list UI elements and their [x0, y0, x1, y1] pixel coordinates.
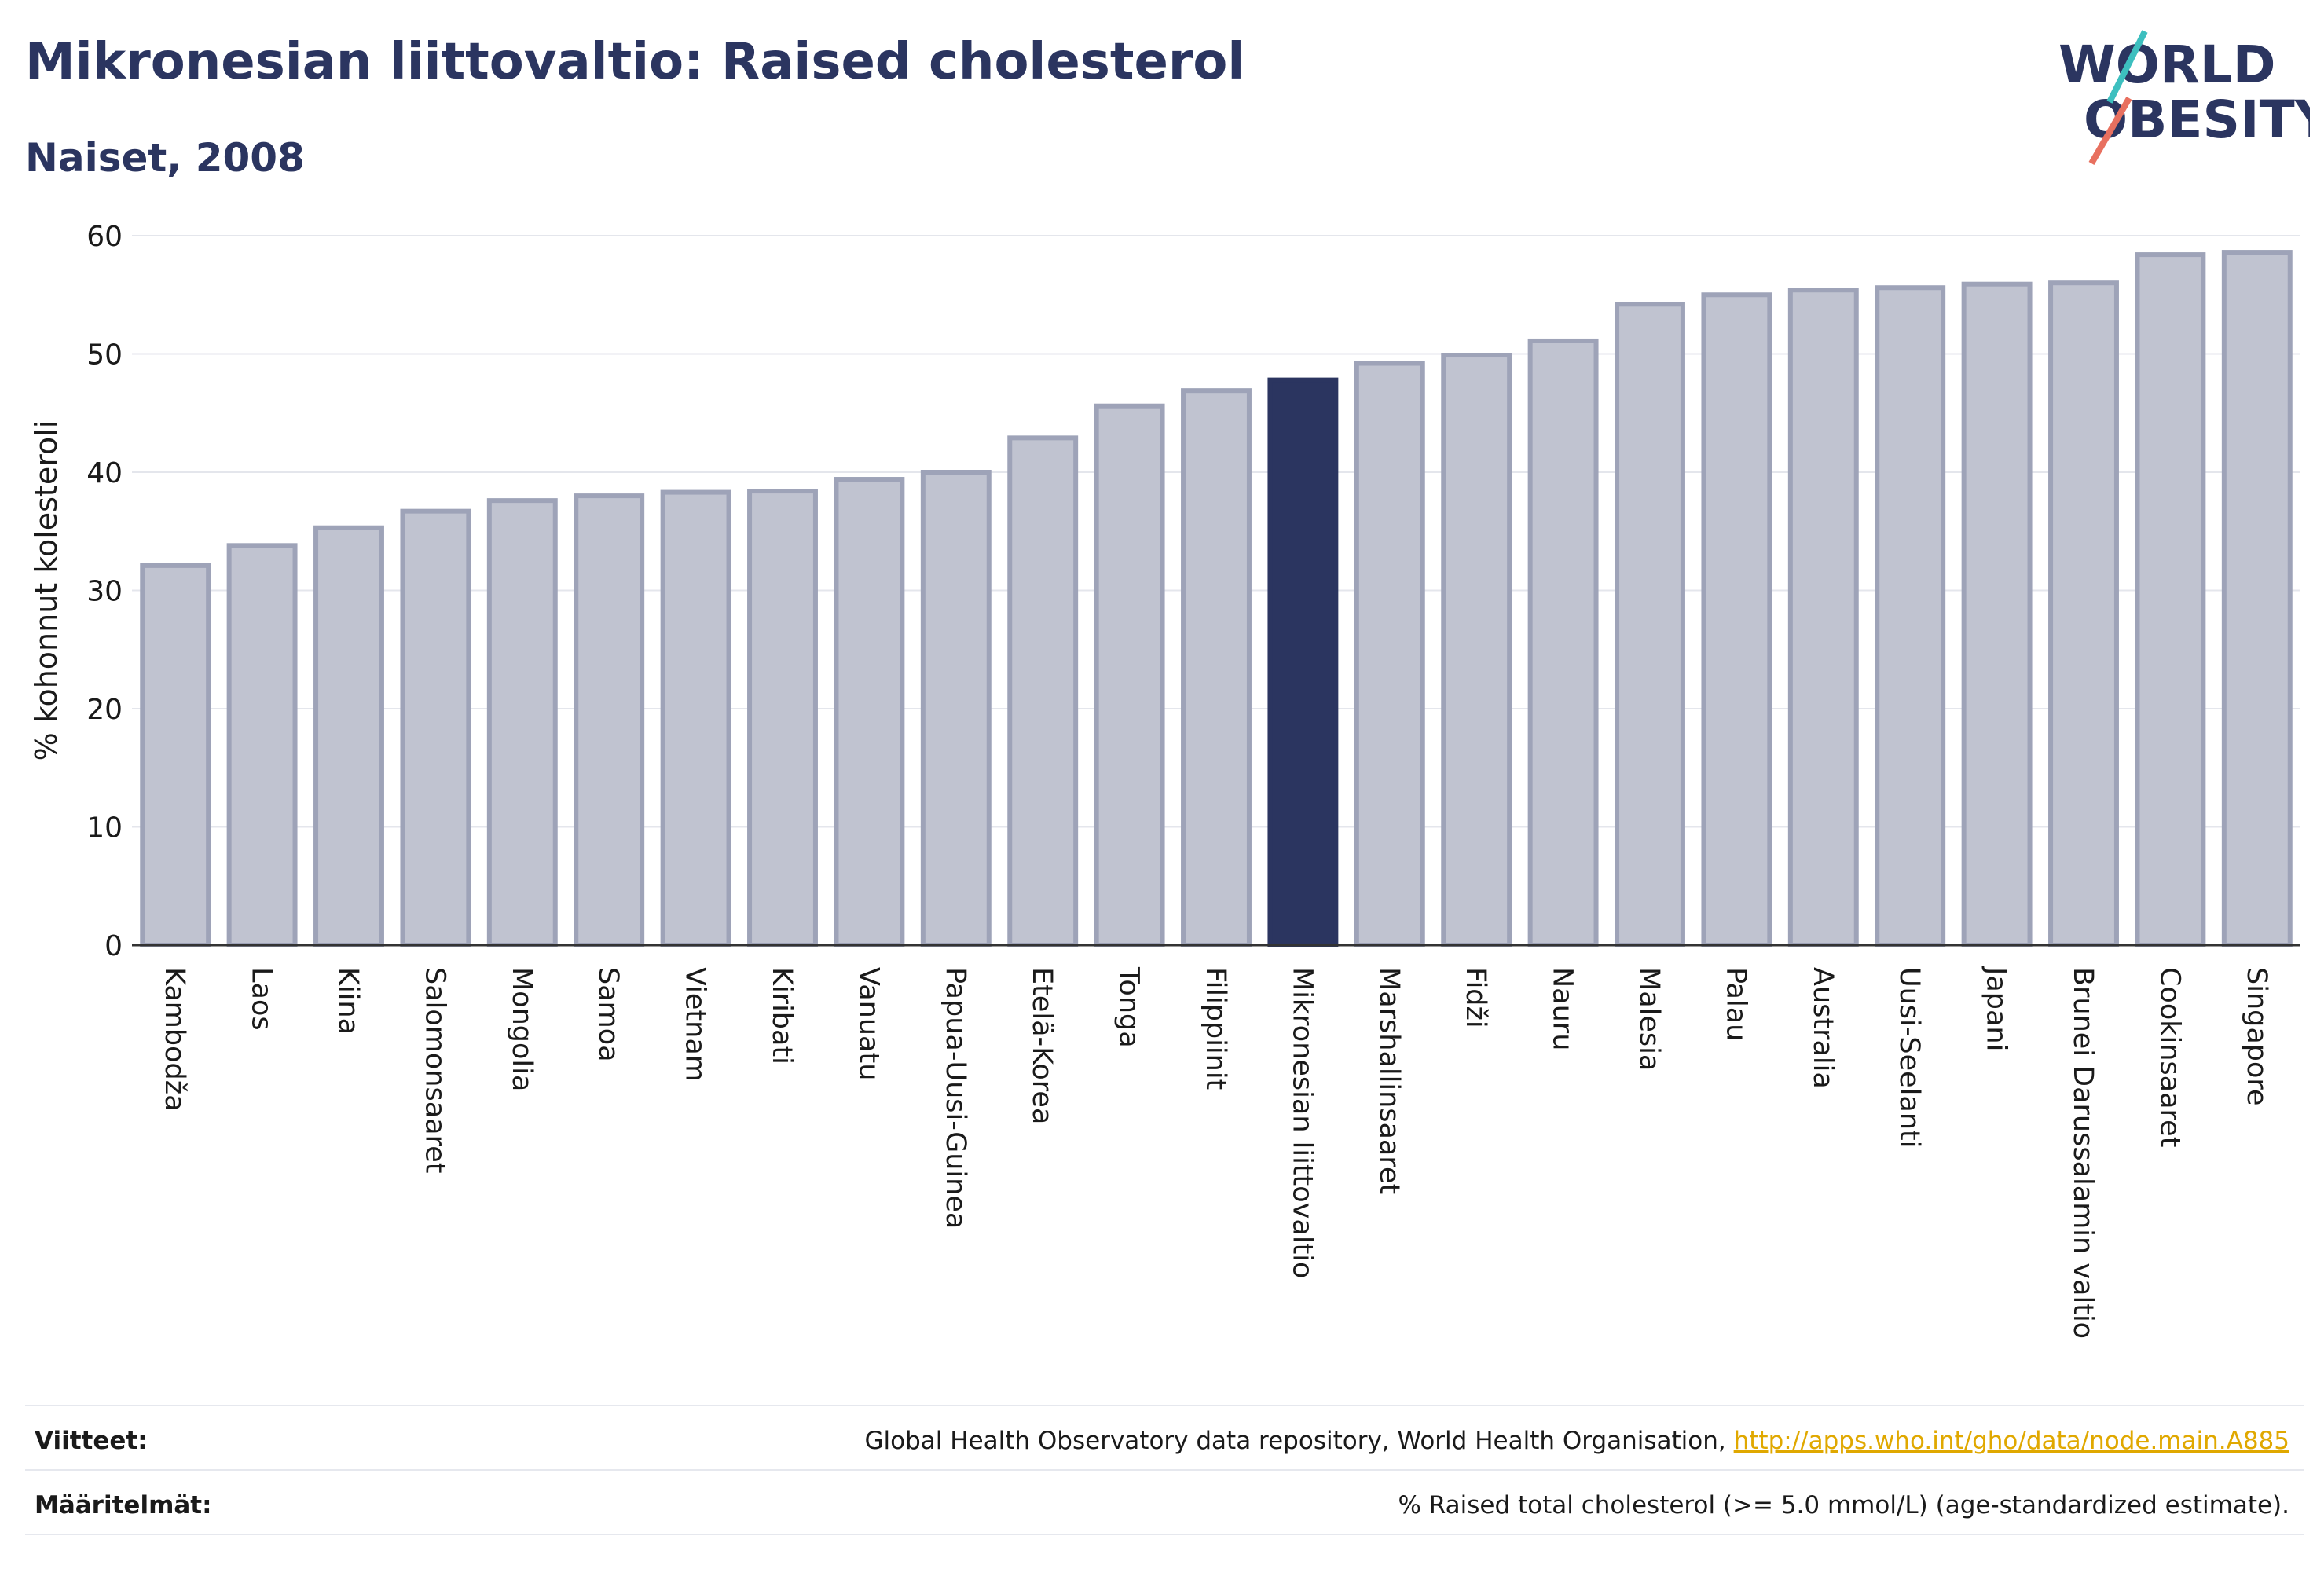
logo-line1: WORLD: [2058, 35, 2276, 95]
x-tick-label: Cookinsaaret: [2154, 967, 2185, 1147]
world-obesity-logo: WORLD OBESITY: [2058, 30, 2310, 165]
x-tick-label: Uusi-Seelanti: [1893, 967, 1925, 1148]
x-tick-label: Malesia: [1633, 967, 1665, 1071]
bar: [1615, 302, 1685, 948]
y-tick-label: 40: [86, 457, 123, 489]
x-axis-labels: Kambodža Laos Kiina Salomonsaaret Mongolia Sa…: [159, 966, 2272, 1339]
sources-description: Global Health Observatory data repositor…: [864, 1427, 1734, 1455]
logo-slash-coral: [2088, 96, 2132, 165]
logo-slash-teal: [2106, 30, 2148, 104]
x-tick-label: Vanuatu: [852, 967, 884, 1080]
x-tick-label: Nauru: [1547, 967, 1578, 1050]
bar: [140, 563, 211, 948]
bar: [1875, 285, 1946, 948]
bar: [1787, 288, 1859, 948]
definitions-label: Määritelmät:: [35, 1491, 212, 1519]
x-tick-label: Australia: [1807, 967, 1838, 1089]
bar: [313, 525, 384, 947]
bar: [660, 489, 731, 947]
y-tick-label: 20: [86, 694, 123, 726]
x-tick-label: Japani: [1981, 966, 2012, 1051]
y-tick-label: 10: [86, 812, 123, 845]
y-axis-ticks: 0 10 20 30 40 50 60: [86, 221, 123, 962]
y-tick-label: 0: [104, 930, 123, 962]
bar: [400, 508, 471, 947]
sources-label: Viitteet:: [35, 1427, 148, 1455]
x-tick-label: Singapore: [2241, 967, 2272, 1106]
x-tick-label: Samoa: [592, 967, 624, 1062]
footer-divider-middle: [25, 1469, 2304, 1471]
x-tick-label: Laos: [246, 967, 277, 1031]
bar: [1527, 338, 1599, 947]
x-tick-label: Vietnam: [680, 967, 711, 1082]
definitions-text: % Raised total cholesterol (>= 5.0 mmol/…: [1398, 1491, 2289, 1519]
y-tick-label: 30: [86, 576, 123, 608]
x-tick-label: Fidži: [1460, 967, 1491, 1028]
x-tick-label: Etelä-Korea: [1026, 967, 1058, 1124]
y-tick-label: 60: [86, 221, 123, 253]
bar: [1961, 281, 2033, 947]
x-tick-label: Papua-Uusi-Guinea: [940, 967, 971, 1229]
bars: [140, 250, 2293, 948]
bar: [2221, 250, 2293, 947]
x-tick-label: Mikronesian liittovaltio: [1286, 967, 1318, 1278]
bar: [920, 470, 992, 947]
x-tick-label: Kiina: [332, 967, 364, 1035]
bar: [1094, 403, 1165, 947]
bar: [2048, 280, 2119, 947]
bar: [486, 498, 558, 947]
page-title: Mikronesian liittovaltio: Raised cholest…: [25, 33, 1245, 91]
sources-text: Global Health Observatory data repositor…: [865, 1427, 2289, 1455]
x-tick-label: Brunei Darussalamin valtio: [2067, 967, 2099, 1339]
bar: [1354, 361, 1425, 948]
bar: [574, 493, 645, 947]
bar-chart: 0 10 20 30 40 50 60 Kambodža Laos Kiina Salomonsa…: [29, 221, 2300, 1339]
bar: [1267, 377, 1339, 947]
bar: [747, 489, 818, 947]
x-tick-label: Marshallinsaaret: [1373, 967, 1405, 1194]
footer-divider-bottom: [25, 1534, 2304, 1535]
x-tick-label: Mongolia: [506, 967, 537, 1091]
x-tick-label: Tonga: [1113, 966, 1145, 1048]
bar: [1007, 435, 1079, 947]
y-axis-label: % kohonnut kolesteroli: [29, 420, 64, 761]
bar: [1181, 388, 1252, 947]
x-tick-label: Kiribati: [766, 967, 797, 1065]
x-tick-label: Kambodža: [159, 967, 190, 1112]
bar: [226, 543, 298, 947]
y-tick-label: 50: [86, 339, 123, 372]
x-tick-label: Salomonsaaret: [419, 967, 450, 1174]
sources-link[interactable]: http://apps.who.int/gho/data/node.main.A…: [1733, 1427, 2289, 1455]
bar: [1441, 353, 1512, 947]
x-tick-label: Filippiinit: [1200, 967, 1231, 1090]
footer-divider-top: [25, 1405, 2304, 1406]
bar: [2135, 252, 2206, 947]
bar: [834, 477, 905, 947]
bar: [1701, 292, 1772, 947]
page-subtitle: Naiset, 2008: [25, 135, 305, 181]
logo-line2: OBESITY: [2084, 90, 2310, 150]
x-tick-label: Palau: [1720, 967, 1751, 1041]
